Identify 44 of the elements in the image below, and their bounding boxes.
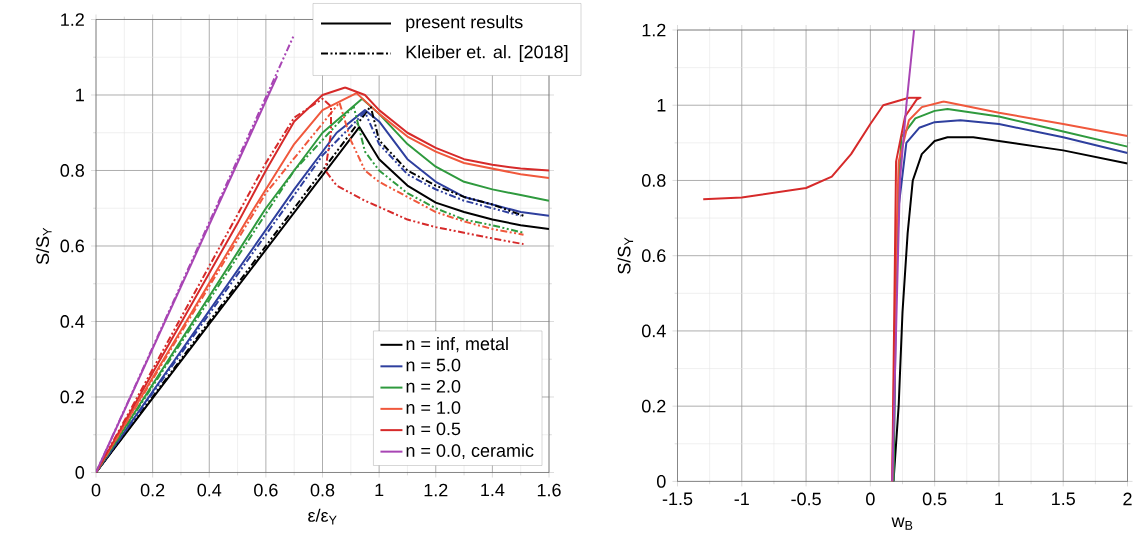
y-tick-label: 0.2 [60,390,84,404]
y-tick-label: 1 [657,99,666,112]
annotation: Kleiber et. al. [2018] [406,45,568,62]
x-tick-label: 0.8 [310,483,335,497]
legend-label: n = 5.0 [406,358,461,372]
x-tick-label: 0 [91,483,101,497]
x-tick-label: 1 [995,492,1004,505]
y-tick-label: 0.6 [641,249,666,263]
x-tick-label: 1.5 [1052,492,1075,506]
x-tick-label: -1 [734,492,749,505]
x-axis-title: ε/ε$_{Y}$ [308,508,337,525]
legend-label: n = 0.0, ceramic [406,443,534,460]
y-axis-title: S/S$_{Y}$ [617,237,634,274]
y-axis-title: S/S$_{Y}$ [35,227,52,265]
x-tick-label: 1.6 [537,483,561,497]
annotation: present results [406,15,523,32]
legend-label: n = inf, metal [406,336,508,353]
y-tick-label: 0.2 [641,399,666,413]
x-tick-label: 0.4 [197,483,222,497]
y-tick-label: 1.2 [61,13,84,26]
y-tick-label: 0.4 [641,324,666,338]
x-tick-label: 0 [866,492,875,506]
x-tick-label: 1 [375,483,384,497]
x-axis-title: w$_{B}$ [891,517,913,530]
legend-label: n = 2.0 [406,379,461,393]
y-tick-label: 0 [657,475,666,488]
legend-label: n = 0.5 [406,422,461,436]
y-tick-label: 0.8 [641,174,666,187]
x-tick-label: 1.2 [424,483,448,497]
y-tick-label: 0.4 [60,315,85,328]
x-tick-label: 0.6 [254,483,278,497]
x-tick-label: 0.2 [140,483,165,497]
x-tick-label: 2 [1123,492,1132,506]
line-series [891,30,916,482]
x-tick-label: -0.5 [791,492,821,506]
y-tick-label: 0.6 [60,239,85,253]
y-tick-label: 1.2 [642,23,666,37]
y-tick-label: 1 [76,88,84,102]
x-tick-label: -1.5 [662,492,693,506]
legend-label: n = 1.0 [406,401,461,414]
y-tick-label: 0 [75,466,85,479]
x-tick-label: 1.4 [481,483,505,497]
y-tick-label: 0.8 [60,164,85,177]
x-tick-label: 0.5 [922,492,947,506]
